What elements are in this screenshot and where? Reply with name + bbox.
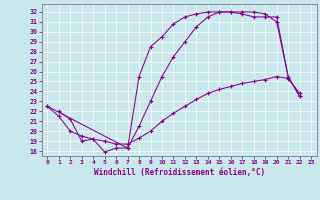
X-axis label: Windchill (Refroidissement éolien,°C): Windchill (Refroidissement éolien,°C) (94, 168, 265, 177)
